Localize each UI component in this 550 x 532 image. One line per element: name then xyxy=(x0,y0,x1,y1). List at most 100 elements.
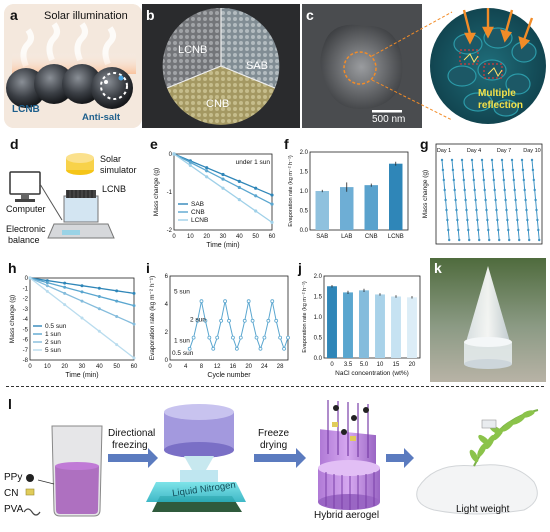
panel-a-illustration xyxy=(4,4,142,128)
pva-text: PVA xyxy=(4,504,24,515)
data-point xyxy=(223,299,227,304)
data-point xyxy=(188,163,192,167)
data-point xyxy=(221,186,225,190)
data-point xyxy=(463,188,466,192)
data-point xyxy=(495,208,498,212)
data-point xyxy=(97,307,101,311)
data-point xyxy=(521,168,525,172)
x-tick-label: 60 xyxy=(131,364,138,370)
plot-frame xyxy=(169,275,289,361)
data-point xyxy=(488,238,491,242)
data-point xyxy=(531,168,535,172)
legend-label: LCNB xyxy=(191,217,208,224)
anti-salt-circle xyxy=(100,72,128,100)
data-point xyxy=(215,335,220,340)
data-point xyxy=(237,198,241,202)
y-tick-label: -1 xyxy=(167,190,173,196)
directional-text: Directional xyxy=(108,428,156,439)
data-point xyxy=(205,166,209,170)
x-tick-label: 20 xyxy=(245,364,252,370)
x-tick-label: 12 xyxy=(214,364,221,370)
data-point xyxy=(63,303,67,307)
x-tick-label: 50 xyxy=(252,234,259,240)
data-point xyxy=(457,228,460,232)
panel-label-h: h xyxy=(8,260,17,276)
anti-salt-text: Anti-salt xyxy=(82,112,120,123)
data-point xyxy=(115,314,119,318)
data-point xyxy=(533,188,536,192)
panel-label-b: b xyxy=(146,7,155,23)
bar xyxy=(359,290,369,358)
data-point xyxy=(445,208,448,212)
sun-annotation: 1 sun xyxy=(174,337,190,344)
legend-label: 1 sun xyxy=(45,331,61,338)
bar xyxy=(375,294,385,358)
x-tick-label: 28 xyxy=(277,364,284,370)
y-tick-label: 0 xyxy=(169,152,173,158)
data-point xyxy=(45,289,49,293)
data-point xyxy=(270,193,274,197)
data-point xyxy=(494,198,497,202)
panel-b-photo xyxy=(162,7,280,125)
drying-text: drying xyxy=(260,440,288,451)
data-point xyxy=(537,228,540,232)
data-point xyxy=(482,178,485,182)
x-tick-label: 10 xyxy=(187,234,194,240)
panel-g: g Mass change (g) Day 1 Day 4 Day 7 Day 10 xyxy=(416,134,548,254)
data-point xyxy=(458,238,461,242)
data-point xyxy=(485,208,488,212)
legend-label: CNB xyxy=(191,209,205,216)
data-point xyxy=(282,346,286,351)
x-tick-label: 40 xyxy=(96,364,103,370)
plot-frame xyxy=(29,277,135,361)
cn-text: CN xyxy=(4,488,19,499)
y-tick-label: -2 xyxy=(23,297,29,303)
bar xyxy=(391,296,401,358)
data-point xyxy=(536,218,539,222)
multiple-text: Multiple xyxy=(478,88,516,99)
panel-c: c 500 nm Multiple reflection xyxy=(302,4,546,128)
data-point xyxy=(199,299,204,304)
y-tick-label: -1 xyxy=(23,286,29,292)
panel-k-photo xyxy=(430,258,546,382)
solar-illumination-text: Solar illumination xyxy=(44,10,128,22)
data-point xyxy=(231,335,235,340)
y-tick-label: 0.0 xyxy=(314,356,323,362)
data-point xyxy=(80,290,84,294)
panel-b: b LCNB SAB CNB xyxy=(142,4,300,128)
plot-frame xyxy=(309,151,409,231)
data-point xyxy=(538,238,541,242)
simulator-text: simulator xyxy=(100,165,137,175)
data-point xyxy=(515,208,518,212)
bar xyxy=(343,292,353,358)
light-weight-text: Light weight xyxy=(456,504,510,515)
y-axis-label: Evaporation rate (kg m⁻² h⁻¹) xyxy=(149,276,156,361)
data-point xyxy=(254,335,259,340)
data-point xyxy=(188,160,192,164)
data-point xyxy=(523,188,526,192)
chart-h-svg: 0 10 20 30 40 50 60 0 -1 -2 -3 -4 -5 -6 -7 -8 Time (min)… xyxy=(9,276,138,379)
x-axis-label: Time (min) xyxy=(206,242,239,249)
data-point xyxy=(234,346,239,351)
day-label: Day 1 xyxy=(437,148,451,154)
data-point xyxy=(80,316,84,320)
data-point xyxy=(278,335,283,340)
data-point xyxy=(80,284,84,288)
x-tick-label: 10 xyxy=(44,364,51,370)
panel-d-setup xyxy=(9,153,115,239)
data-point xyxy=(510,158,514,162)
bar xyxy=(389,163,403,230)
data-point xyxy=(242,318,247,323)
data-point xyxy=(492,178,495,182)
y-tick-label: 0.5 xyxy=(300,209,309,215)
y-tick-label: 2 xyxy=(165,330,169,336)
data-point xyxy=(471,168,475,172)
panel-label-a: a xyxy=(10,7,18,23)
y-tick-label: 1.0 xyxy=(314,315,323,321)
data-point xyxy=(448,238,451,242)
data-point xyxy=(483,188,486,192)
bar xyxy=(340,187,354,230)
x-tick-label: 15 xyxy=(393,362,400,368)
x-tick-label: 8 xyxy=(200,364,204,370)
x-tick-label: 0 xyxy=(330,362,334,368)
